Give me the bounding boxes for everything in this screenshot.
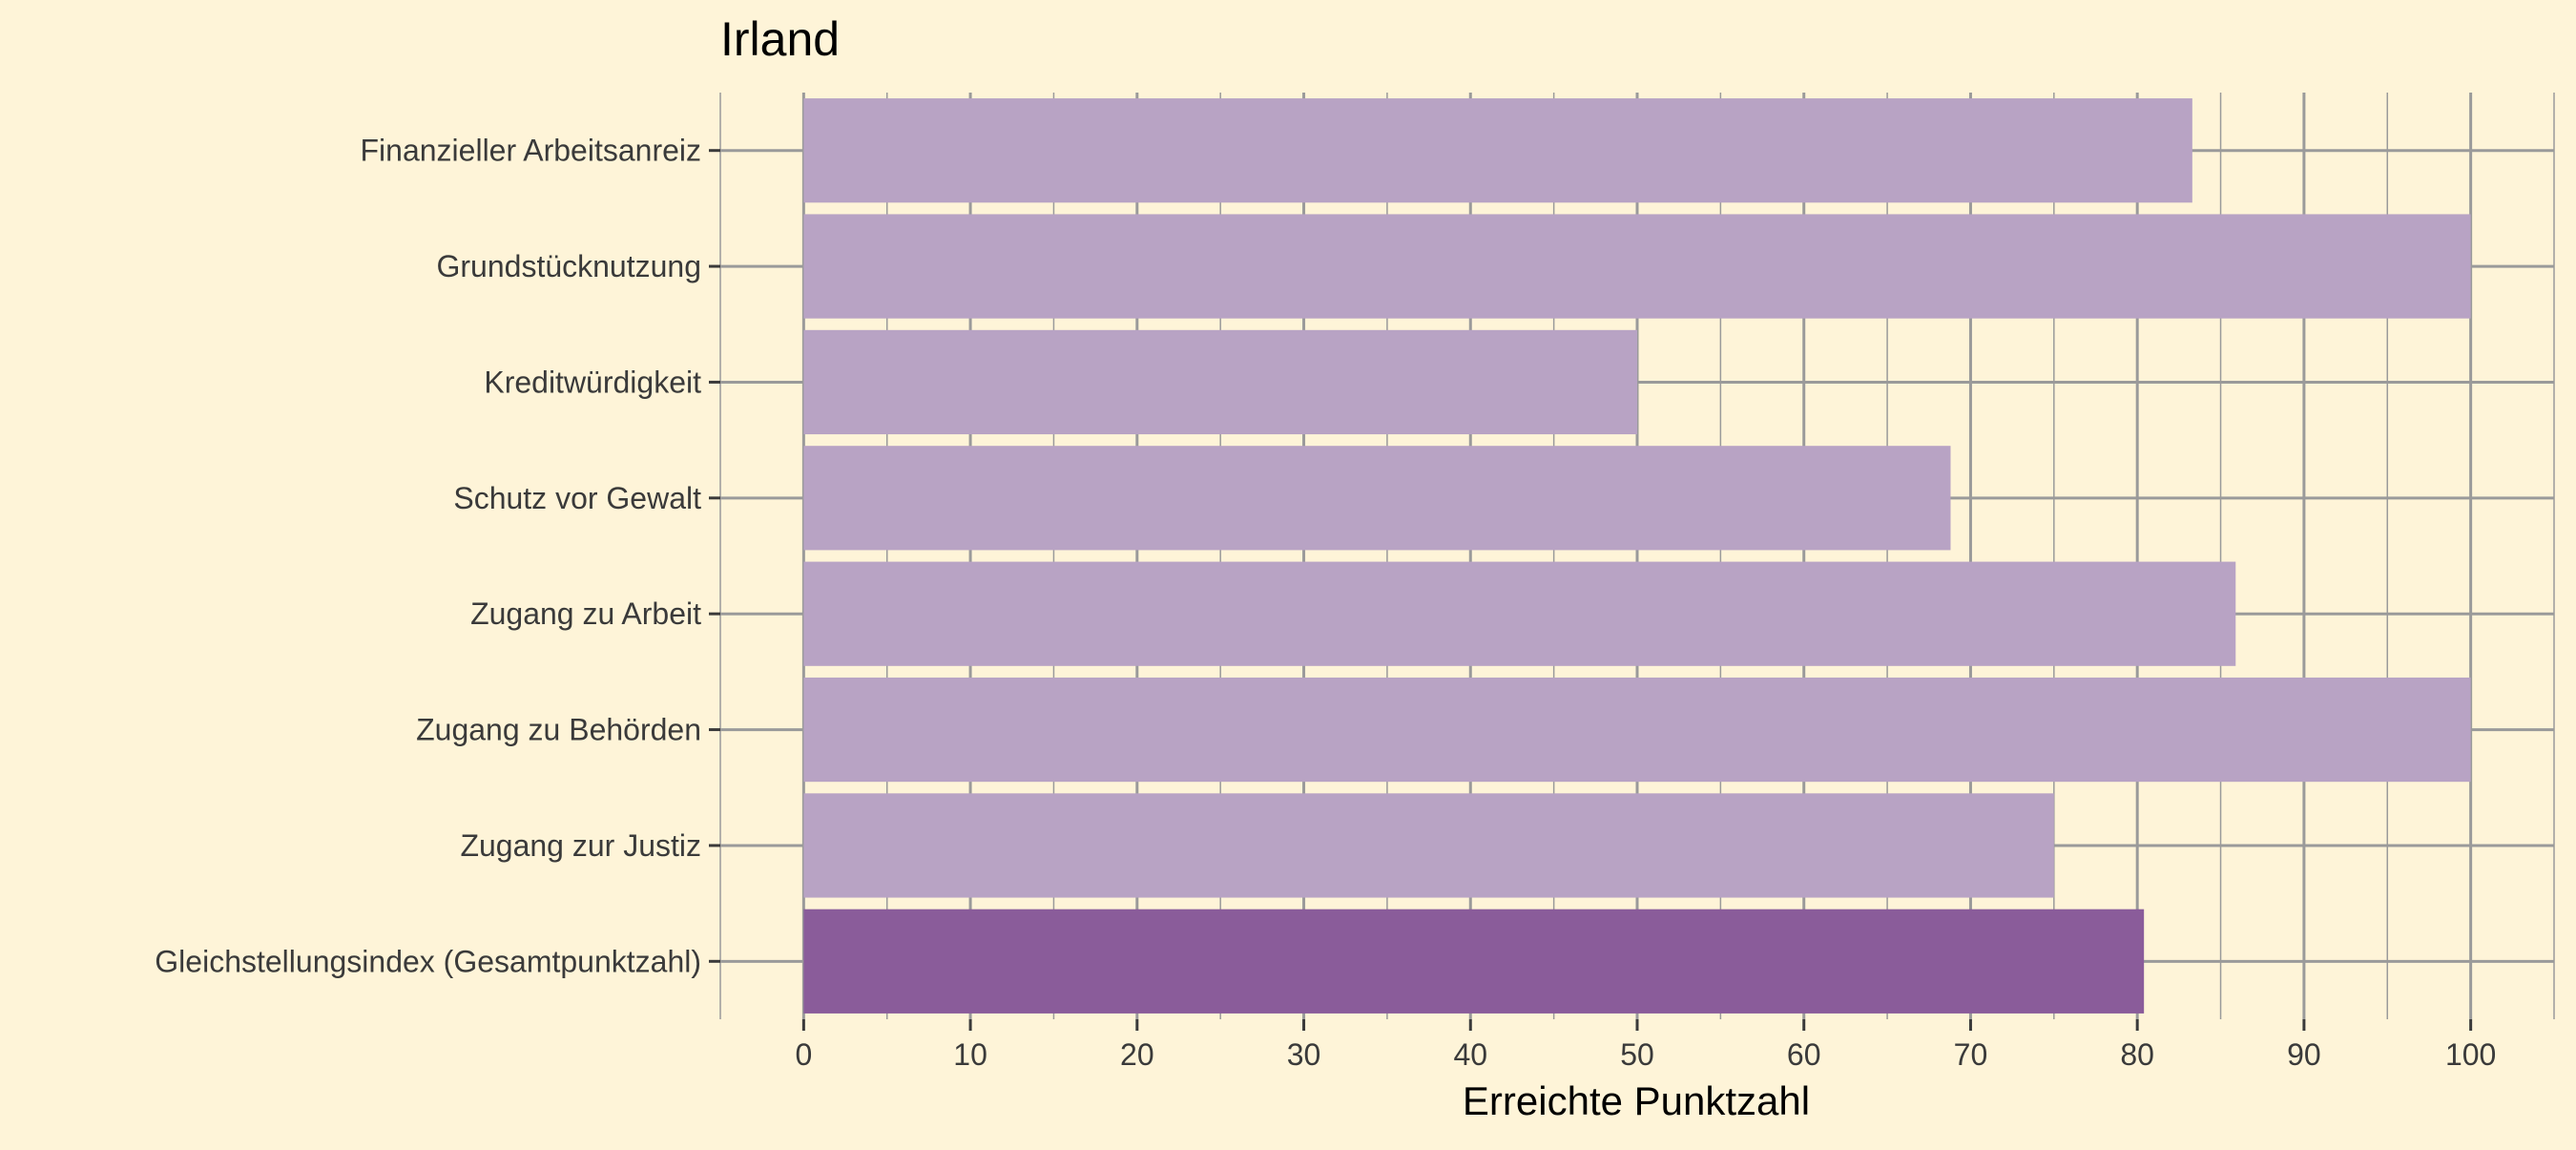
x-tick-label: 80 <box>2120 1037 2154 1072</box>
x-tick-label: 0 <box>795 1037 812 1072</box>
x-tick-label: 10 <box>953 1037 987 1072</box>
bar <box>803 909 2145 1014</box>
y-tick-label: Grundstücknutzung <box>437 249 702 283</box>
x-tick-label: 40 <box>1453 1037 1487 1072</box>
x-tick-label: 100 <box>2445 1037 2496 1072</box>
bar <box>803 98 2192 203</box>
y-tick-label: Gleichstellungsindex (Gesamtpunktzahl) <box>155 944 701 978</box>
x-tick-label: 30 <box>1287 1037 1321 1072</box>
y-tick-label: Finanzieller Arbeitsanreiz <box>361 134 702 168</box>
bar <box>803 446 1951 551</box>
x-axis-title: Erreichte Punktzahl <box>1463 1078 1810 1123</box>
bar <box>803 677 2471 783</box>
y-axis: Finanzieller Arbeitsanreiz Grundstücknutz… <box>155 134 720 978</box>
bar <box>803 329 1637 435</box>
x-tick-label: 90 <box>2287 1037 2321 1072</box>
x-tick-label: 50 <box>1620 1037 1654 1072</box>
bar <box>803 214 2471 319</box>
x-tick-label: 70 <box>1954 1037 1988 1072</box>
chart-title: Irland <box>720 12 840 66</box>
y-tick-label: Zugang zur Justiz <box>460 828 701 863</box>
bar <box>803 561 2236 666</box>
bars <box>803 98 2471 1014</box>
y-tick-label: Zugang zu Arbeit <box>470 596 701 631</box>
y-tick-label: Zugang zu Behörden <box>416 713 701 747</box>
bar <box>803 793 2054 898</box>
y-tick-label: Schutz vor Gewalt <box>453 481 701 515</box>
x-tick-label: 60 <box>1787 1037 1821 1072</box>
x-tick-label: 20 <box>1120 1037 1154 1072</box>
x-axis: 0 10 20 30 40 50 60 70 80 90 100 <box>795 1019 2496 1072</box>
y-tick-label: Kreditwürdigkeit <box>484 365 701 399</box>
